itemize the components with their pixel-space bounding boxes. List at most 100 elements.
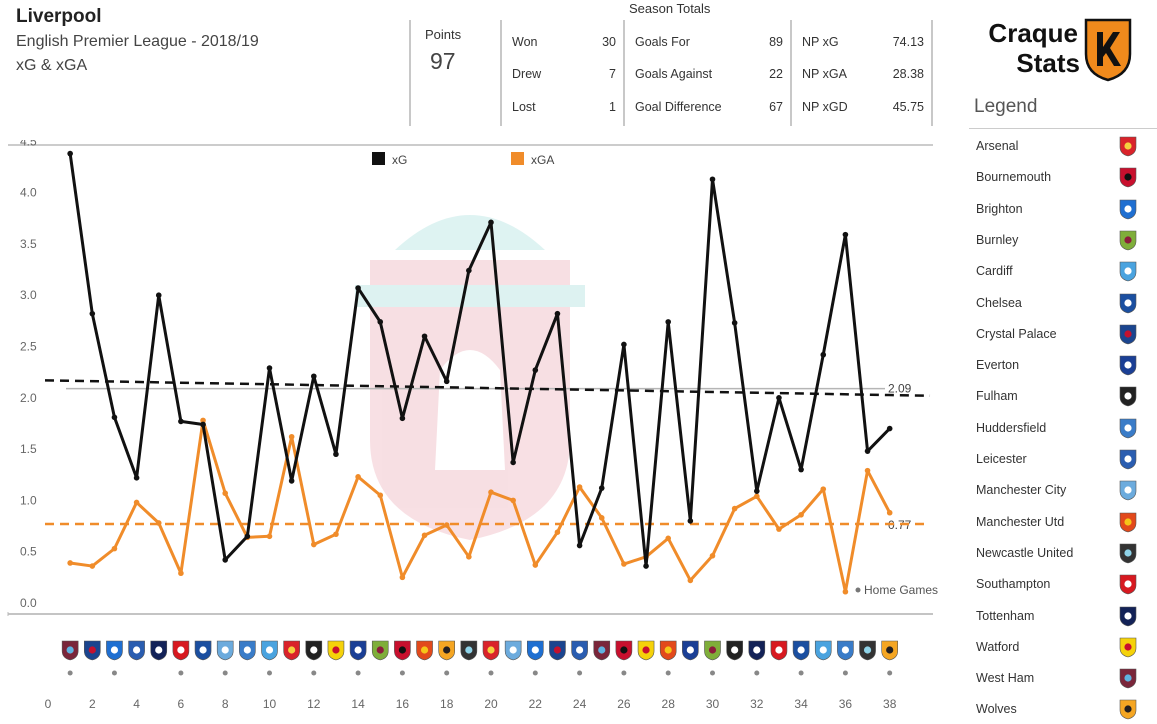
xg-point [687,518,694,524]
stat-value-goals-for: 89 [769,35,783,49]
home-game-dot [798,670,804,676]
legend-item: Huddersfield [969,412,1149,443]
team-crest-icon [1119,512,1137,532]
x-tick-label: 22 [529,697,543,711]
crest-emblem-icon [775,646,783,654]
opponent-crest-icon [792,640,810,661]
x-tick-label: 30 [706,697,720,711]
x-tick-label: 20 [484,697,498,711]
crest-emblem-icon [509,646,517,654]
stat-label-goals-for: Goals For [635,35,690,49]
home-game-dot [621,670,627,676]
xga-point [842,588,849,595]
liverpool-crest-watermark [355,215,585,540]
legend-item: Watford [969,631,1149,662]
xga-point [155,520,162,526]
crest-emblem-icon [133,646,141,654]
legend-item: Southampton [969,568,1149,599]
legend-team-name: Watford [976,639,1020,654]
crest-emblem-icon [1124,267,1132,275]
crest-emblem-icon [731,646,739,654]
xga-point [421,532,428,539]
divider [790,20,792,126]
crest-emblem-icon [1124,142,1132,150]
legend-team-name: Burnley [976,232,1019,247]
xg-point [510,459,516,466]
crest-emblem-icon [288,646,296,654]
trend-lines [44,379,931,526]
logo-k-icon [1097,32,1121,66]
y-tick-label: 4.0 [20,186,37,200]
opponent-crest-icon [615,640,633,661]
team-crest-icon [1119,606,1137,626]
legend-item: Burnley [969,224,1149,255]
crest-emblem-icon [1124,611,1132,620]
legend-item: Manchester City [969,474,1149,505]
home-game-dot [532,670,538,676]
stat-label-goals-against: Goals Against [635,67,713,81]
opponent-crest-icon [637,640,655,661]
xg-point [355,285,361,291]
opponent-crest-icon [460,640,478,661]
x-tick-label: 28 [662,697,676,711]
divider [409,20,411,126]
opponent-crest-icon [150,640,168,661]
home-game-dot [178,670,184,676]
xg-point [89,310,96,317]
crest-emblem-icon [1124,236,1132,244]
home-games-label: Home Games [864,583,938,597]
legend-item: Wolves [969,693,1149,724]
legend-crest-icon [1119,480,1137,501]
x-tick-label: 8 [222,697,229,711]
legend-crest-icon [1119,167,1137,188]
opponent-crest-icon [305,640,323,661]
legend-crest-icon [1119,199,1137,219]
x-tick-label: 12 [307,697,321,711]
chart-subtitle: xG & xGA [16,57,88,74]
crest-emblem-icon [487,646,495,654]
xg-point [532,367,539,373]
x-tick-label: 24 [573,697,587,711]
divider [623,20,625,126]
y-tick-label: 2.0 [20,391,37,405]
opponent-crest-icon [748,640,766,661]
crest-emblem-icon [819,646,827,654]
crest-emblem-icon [886,646,894,654]
opponent-crest-icon [61,640,79,661]
xg-point [731,320,738,326]
stat-value-np-xga: 28.38 [892,67,924,81]
legend-crest-icon [1119,574,1137,595]
legend-team-name: Fulham [976,389,1018,404]
xg-point [820,351,827,358]
legend-item: Leicester [969,443,1149,474]
opponent-crests [61,640,898,676]
opponent-crest-icon [394,640,411,661]
home-game-dot [355,670,361,676]
average-lines: 2.09 0.77 [66,382,912,532]
crest-emblem-icon [155,646,163,654]
xg-point [598,485,605,491]
opponent-crest-icon [593,640,611,661]
chart-grid [7,144,933,616]
crest-emblem-icon [1124,705,1132,713]
opponent-crest-icon [770,640,788,661]
legend-item: Newcastle United [969,537,1149,568]
home-game-dot [311,670,317,676]
crest-emblem-icon [1124,361,1132,369]
home-game-dot [444,670,450,676]
x-tick-label: 38 [883,697,897,711]
xg-point [133,475,140,481]
legend-item: Arsenal [969,130,1149,161]
opponent-crest-icon [416,640,433,661]
xg-point [67,150,73,157]
legend-crest-icon [1119,637,1137,658]
crest-emblem-icon [199,646,207,654]
xga-point [687,577,694,584]
chart-legend: xG xGA Home Games [372,152,938,597]
legend-item: Bournemouth [969,161,1149,192]
xga-series-line [69,418,892,594]
y-axis: 0.0 0.5 1.0 1.5 2.0 2.5 3.0 3.5 4.0 4.5 [20,140,37,610]
xga-point [798,511,804,518]
xg-point [333,451,339,458]
crest-emblem-icon [642,646,650,654]
